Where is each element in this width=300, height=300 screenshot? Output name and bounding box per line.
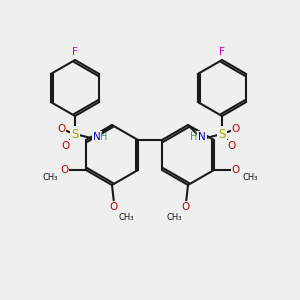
- Text: O: O: [228, 141, 236, 151]
- Text: O: O: [60, 165, 68, 175]
- Text: O: O: [232, 165, 240, 175]
- Text: S: S: [71, 128, 79, 140]
- Text: S: S: [218, 128, 226, 140]
- Text: O: O: [61, 141, 69, 151]
- Text: O: O: [110, 202, 118, 212]
- Text: CH₃: CH₃: [118, 212, 134, 221]
- Text: F: F: [219, 47, 225, 57]
- Text: F: F: [72, 47, 78, 57]
- Text: O: O: [232, 124, 240, 134]
- Text: N: N: [93, 132, 101, 142]
- Text: CH₃: CH₃: [166, 212, 182, 221]
- Text: CH₃: CH₃: [242, 173, 258, 182]
- Text: O: O: [57, 124, 65, 134]
- Text: O: O: [182, 202, 190, 212]
- Text: H: H: [190, 132, 198, 142]
- Text: CH₃: CH₃: [42, 173, 58, 182]
- Text: N: N: [198, 132, 206, 142]
- Text: H: H: [100, 132, 108, 142]
